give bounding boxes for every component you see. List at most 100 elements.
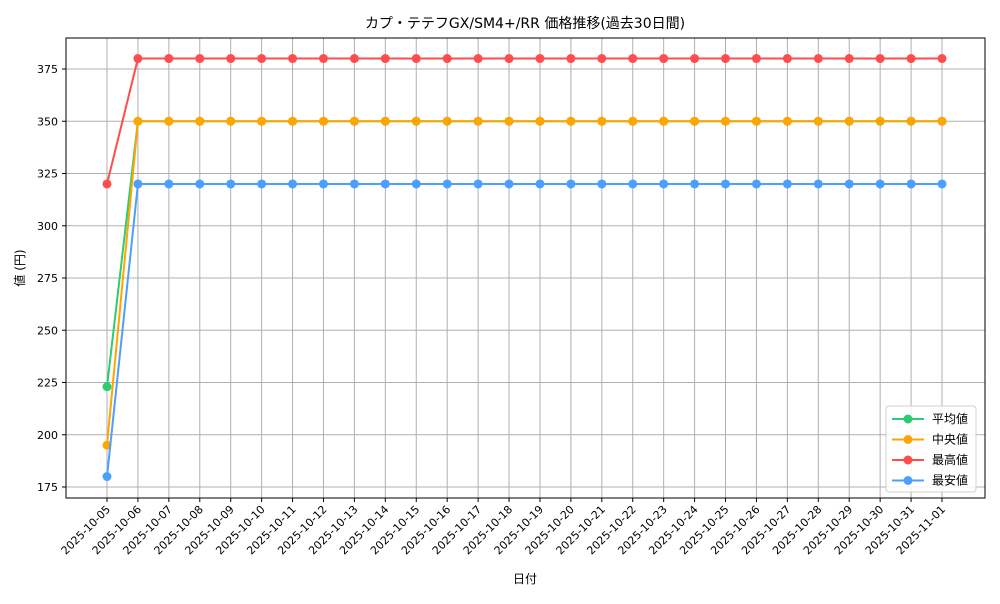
data-point <box>349 116 359 126</box>
y-tick-label: 350 <box>37 115 58 128</box>
legend-label: 平均値 <box>932 411 968 426</box>
data-point <box>535 54 545 64</box>
legend-label: 最安値 <box>932 473 968 488</box>
data-point <box>566 116 576 126</box>
data-point <box>133 116 143 126</box>
data-point <box>102 382 112 392</box>
data-point <box>721 116 731 126</box>
data-point <box>721 179 731 189</box>
data-point <box>813 116 823 126</box>
legend-item: 最高値 <box>892 452 968 467</box>
data-point <box>690 116 700 126</box>
data-point <box>690 54 700 64</box>
data-point <box>164 54 174 64</box>
data-point <box>844 54 854 64</box>
data-point <box>164 179 174 189</box>
data-point <box>628 54 638 64</box>
data-point <box>782 54 792 64</box>
data-point <box>102 179 112 189</box>
data-point <box>226 54 236 64</box>
data-point <box>813 179 823 189</box>
data-point <box>195 54 205 64</box>
y-tick-label: 175 <box>37 481 58 494</box>
data-point <box>535 179 545 189</box>
data-point <box>380 179 390 189</box>
data-point <box>257 179 267 189</box>
y-axis: 175 200 225 250 275 300 325 350 375 <box>37 63 66 494</box>
grid-lines <box>66 38 985 498</box>
data-point <box>721 54 731 64</box>
data-point <box>597 179 607 189</box>
data-point <box>257 54 267 64</box>
data-point <box>349 54 359 64</box>
data-point <box>349 179 359 189</box>
data-series <box>102 54 947 482</box>
data-point <box>566 179 576 189</box>
y-tick-label: 300 <box>37 220 58 233</box>
series-2 <box>102 54 947 189</box>
data-point <box>751 54 761 64</box>
data-point <box>875 54 885 64</box>
data-point <box>937 116 947 126</box>
data-point <box>411 179 421 189</box>
data-point <box>442 54 452 64</box>
data-point <box>504 179 514 189</box>
data-point <box>473 116 483 126</box>
data-point <box>380 116 390 126</box>
data-point <box>844 179 854 189</box>
data-point <box>751 116 761 126</box>
data-point <box>782 116 792 126</box>
data-point <box>566 54 576 64</box>
series-0 <box>102 116 947 392</box>
data-point <box>875 179 885 189</box>
data-point <box>597 54 607 64</box>
data-point <box>164 116 174 126</box>
data-point <box>875 116 885 126</box>
plot-frame <box>65 37 986 499</box>
chart-title: カプ・テテフGX/SM4+/RR 価格推移(過去30日間) <box>365 16 685 32</box>
data-point <box>535 116 545 126</box>
data-point <box>937 54 947 64</box>
data-point <box>257 116 267 126</box>
data-point <box>782 179 792 189</box>
data-point <box>195 116 205 126</box>
data-point <box>133 179 143 189</box>
data-point <box>659 54 669 64</box>
series-1 <box>102 116 947 450</box>
y-axis-label: 値 (円) <box>12 249 27 286</box>
data-point <box>504 54 514 64</box>
data-point <box>504 116 514 126</box>
data-point <box>751 179 761 189</box>
data-point <box>844 116 854 126</box>
data-point <box>906 116 916 126</box>
y-tick-label: 200 <box>37 429 58 442</box>
legend-item: 平均値 <box>892 411 968 426</box>
data-point <box>659 179 669 189</box>
data-point <box>442 116 452 126</box>
legend-item: 中央値 <box>892 432 968 447</box>
data-point <box>318 179 328 189</box>
data-point <box>288 54 298 64</box>
data-point <box>318 54 328 64</box>
data-point <box>628 179 638 189</box>
y-tick-label: 225 <box>37 377 58 390</box>
data-point <box>597 116 607 126</box>
data-point <box>380 54 390 64</box>
data-point <box>937 179 947 189</box>
data-point <box>906 179 916 189</box>
legend-label: 中央値 <box>932 432 968 447</box>
x-axis: 2025-10-052025-10-062025-10-072025-10-08… <box>59 498 948 557</box>
y-tick-label: 275 <box>37 272 58 285</box>
data-point <box>411 116 421 126</box>
series-3 <box>102 179 947 482</box>
data-point <box>442 179 452 189</box>
y-tick-label: 250 <box>37 324 58 337</box>
data-point <box>288 179 298 189</box>
data-point <box>628 116 638 126</box>
y-tick-label: 325 <box>37 168 58 181</box>
data-point <box>473 179 483 189</box>
y-tick-label: 375 <box>37 63 58 76</box>
